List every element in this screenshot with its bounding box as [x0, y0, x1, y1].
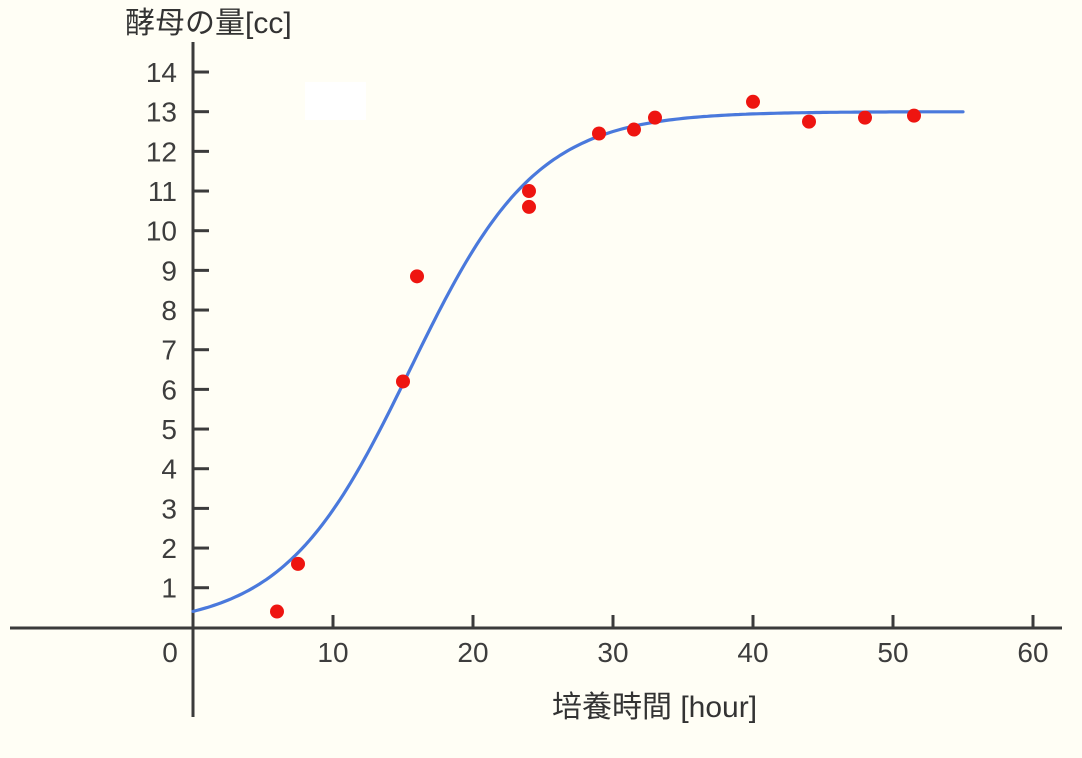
data-point — [270, 604, 284, 619]
data-point — [648, 110, 662, 125]
y-tick-label: 7 — [161, 335, 177, 366]
logistic-fit-curve — [191, 110, 965, 613]
data-point — [522, 199, 536, 214]
data-point — [802, 114, 816, 129]
y-tick-label: 9 — [161, 255, 177, 286]
y-tick-label: 14 — [146, 57, 177, 88]
x-tick-label: 40 — [737, 637, 768, 668]
data-point — [746, 94, 760, 109]
y-tick-label: 5 — [161, 414, 177, 445]
data-point — [907, 108, 921, 123]
y-axis-title: 酵母の量[cc] — [125, 7, 292, 40]
y-tick-label: 3 — [161, 493, 177, 524]
x-tick-label: 30 — [597, 637, 628, 668]
data-point — [522, 184, 536, 199]
y-tick-label: 1 — [161, 573, 177, 604]
y-tick-label: 10 — [146, 216, 177, 247]
data-point — [858, 110, 872, 125]
x-tick-label: 50 — [877, 637, 908, 668]
y-tick-label: 8 — [161, 295, 177, 326]
data-point — [396, 374, 410, 389]
y-tick-label: 12 — [146, 136, 177, 167]
x-tick-label: 20 — [457, 637, 488, 668]
data-point — [410, 269, 424, 284]
y-tick-label: 4 — [161, 454, 177, 485]
data-point — [291, 556, 305, 571]
x-axis-label: 培養時間 [hour] — [552, 691, 757, 724]
data-point — [627, 122, 641, 137]
y-tick-label: 11 — [148, 176, 177, 207]
x-tick-label: 10 — [317, 637, 348, 668]
y-tick-label: 2 — [161, 533, 177, 564]
y-tick-label: 6 — [161, 374, 177, 405]
y-tick-label: 13 — [146, 97, 177, 128]
x-tick-label: 60 — [1017, 637, 1048, 668]
x-tick-label: 0 — [162, 637, 178, 668]
whiteout-patch — [305, 82, 366, 120]
data-point — [592, 126, 606, 141]
